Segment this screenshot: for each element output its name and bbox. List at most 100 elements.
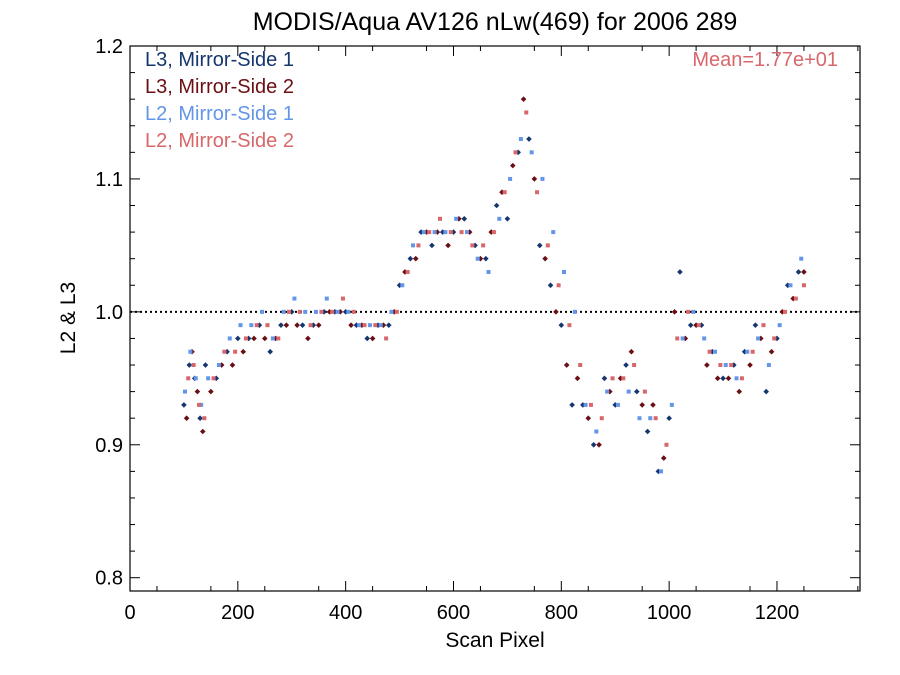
mean-annotation: Mean=1.77e+01 — [692, 49, 838, 71]
y-axis: 0.8 0.9 1.0 1.1 1.2 — [95, 36, 860, 590]
data-point — [373, 323, 378, 328]
data-point — [795, 269, 802, 275]
data-point — [202, 362, 209, 368]
data-point — [723, 363, 728, 368]
data-point — [572, 309, 577, 314]
data-point — [194, 388, 201, 395]
data-point — [188, 349, 193, 354]
data-point — [551, 230, 556, 235]
data-point — [493, 202, 500, 209]
data-point — [747, 362, 753, 368]
data-point — [562, 269, 567, 274]
data-point — [412, 255, 419, 262]
data-point — [639, 402, 645, 408]
data-point — [429, 242, 435, 249]
data-point — [224, 348, 230, 355]
data-point — [644, 428, 651, 435]
data-point — [367, 323, 372, 328]
x-tick-label: 1000 — [647, 602, 692, 624]
legend-item-l3-mirror-side-1: L3, Mirror-Side 1 — [145, 49, 294, 71]
data-point — [240, 348, 247, 355]
data-point — [384, 336, 389, 341]
data-point — [790, 295, 796, 302]
data-point — [445, 242, 451, 249]
data-point — [607, 388, 613, 395]
data-point — [677, 269, 683, 275]
data-point — [461, 216, 468, 222]
data-point — [601, 375, 608, 382]
data-point — [669, 402, 674, 407]
data-point — [400, 283, 405, 288]
data-point — [777, 323, 782, 328]
data-point — [610, 376, 615, 381]
data-point — [249, 323, 254, 328]
data-point — [763, 388, 769, 395]
data-point — [529, 150, 534, 155]
data-point — [427, 230, 432, 235]
data-point — [315, 322, 322, 328]
data-point — [206, 376, 211, 381]
data-point — [416, 243, 421, 248]
data-point — [243, 336, 248, 341]
data-point — [454, 216, 459, 221]
data-point — [202, 416, 207, 421]
data-point — [547, 282, 554, 289]
data-point — [357, 323, 362, 328]
data-point — [540, 176, 545, 181]
data-point — [621, 376, 626, 381]
points-layer — [181, 96, 807, 475]
data-point — [729, 363, 734, 368]
data-point — [197, 415, 203, 421]
data-point — [483, 255, 489, 262]
data-point — [628, 348, 635, 355]
data-point — [788, 283, 793, 288]
data-point — [585, 415, 592, 421]
data-point — [725, 375, 732, 382]
data-point — [801, 269, 807, 275]
data-point — [407, 255, 414, 262]
series-4 — [186, 110, 806, 447]
data-point — [752, 322, 759, 328]
data-point — [251, 335, 257, 342]
legend-item-l3-mirror-side-2: L3, Mirror-Side 2 — [145, 76, 294, 98]
data-point — [659, 469, 664, 474]
data-point — [292, 296, 297, 301]
data-point — [183, 415, 190, 421]
data-point — [675, 336, 680, 341]
data-point — [216, 363, 221, 368]
data-point — [464, 230, 469, 235]
data-point — [772, 336, 777, 341]
data-point — [199, 428, 206, 435]
data-point — [394, 309, 399, 314]
data-point — [227, 336, 232, 341]
data-point — [222, 349, 227, 354]
data-point — [605, 389, 610, 394]
data-point — [642, 389, 647, 394]
x-tick-label: 200 — [221, 602, 254, 624]
data-point — [475, 256, 480, 261]
data-point — [756, 336, 761, 341]
x-tick-label: 0 — [124, 602, 135, 624]
data-point — [553, 309, 559, 315]
data-point — [314, 309, 319, 314]
data-point — [297, 309, 302, 314]
data-point — [199, 402, 204, 407]
data-point — [369, 335, 376, 342]
data-point — [491, 230, 496, 235]
y-tick-label: 1.0 — [95, 302, 123, 324]
data-point — [477, 255, 484, 262]
data-point — [531, 176, 538, 182]
y-tick-label: 0.8 — [95, 568, 123, 590]
data-point — [691, 309, 696, 314]
y-tick-label: 1.2 — [95, 36, 123, 58]
data-point — [488, 229, 495, 235]
data-point — [578, 363, 583, 368]
data-point — [254, 323, 259, 328]
data-point — [389, 309, 394, 314]
data-point — [396, 282, 403, 289]
data-point — [545, 243, 550, 248]
chart-title: MODIS/Aqua AV126 nLw(469) for 2006 289 — [253, 8, 738, 36]
data-point — [650, 402, 656, 408]
data-point — [193, 376, 198, 381]
